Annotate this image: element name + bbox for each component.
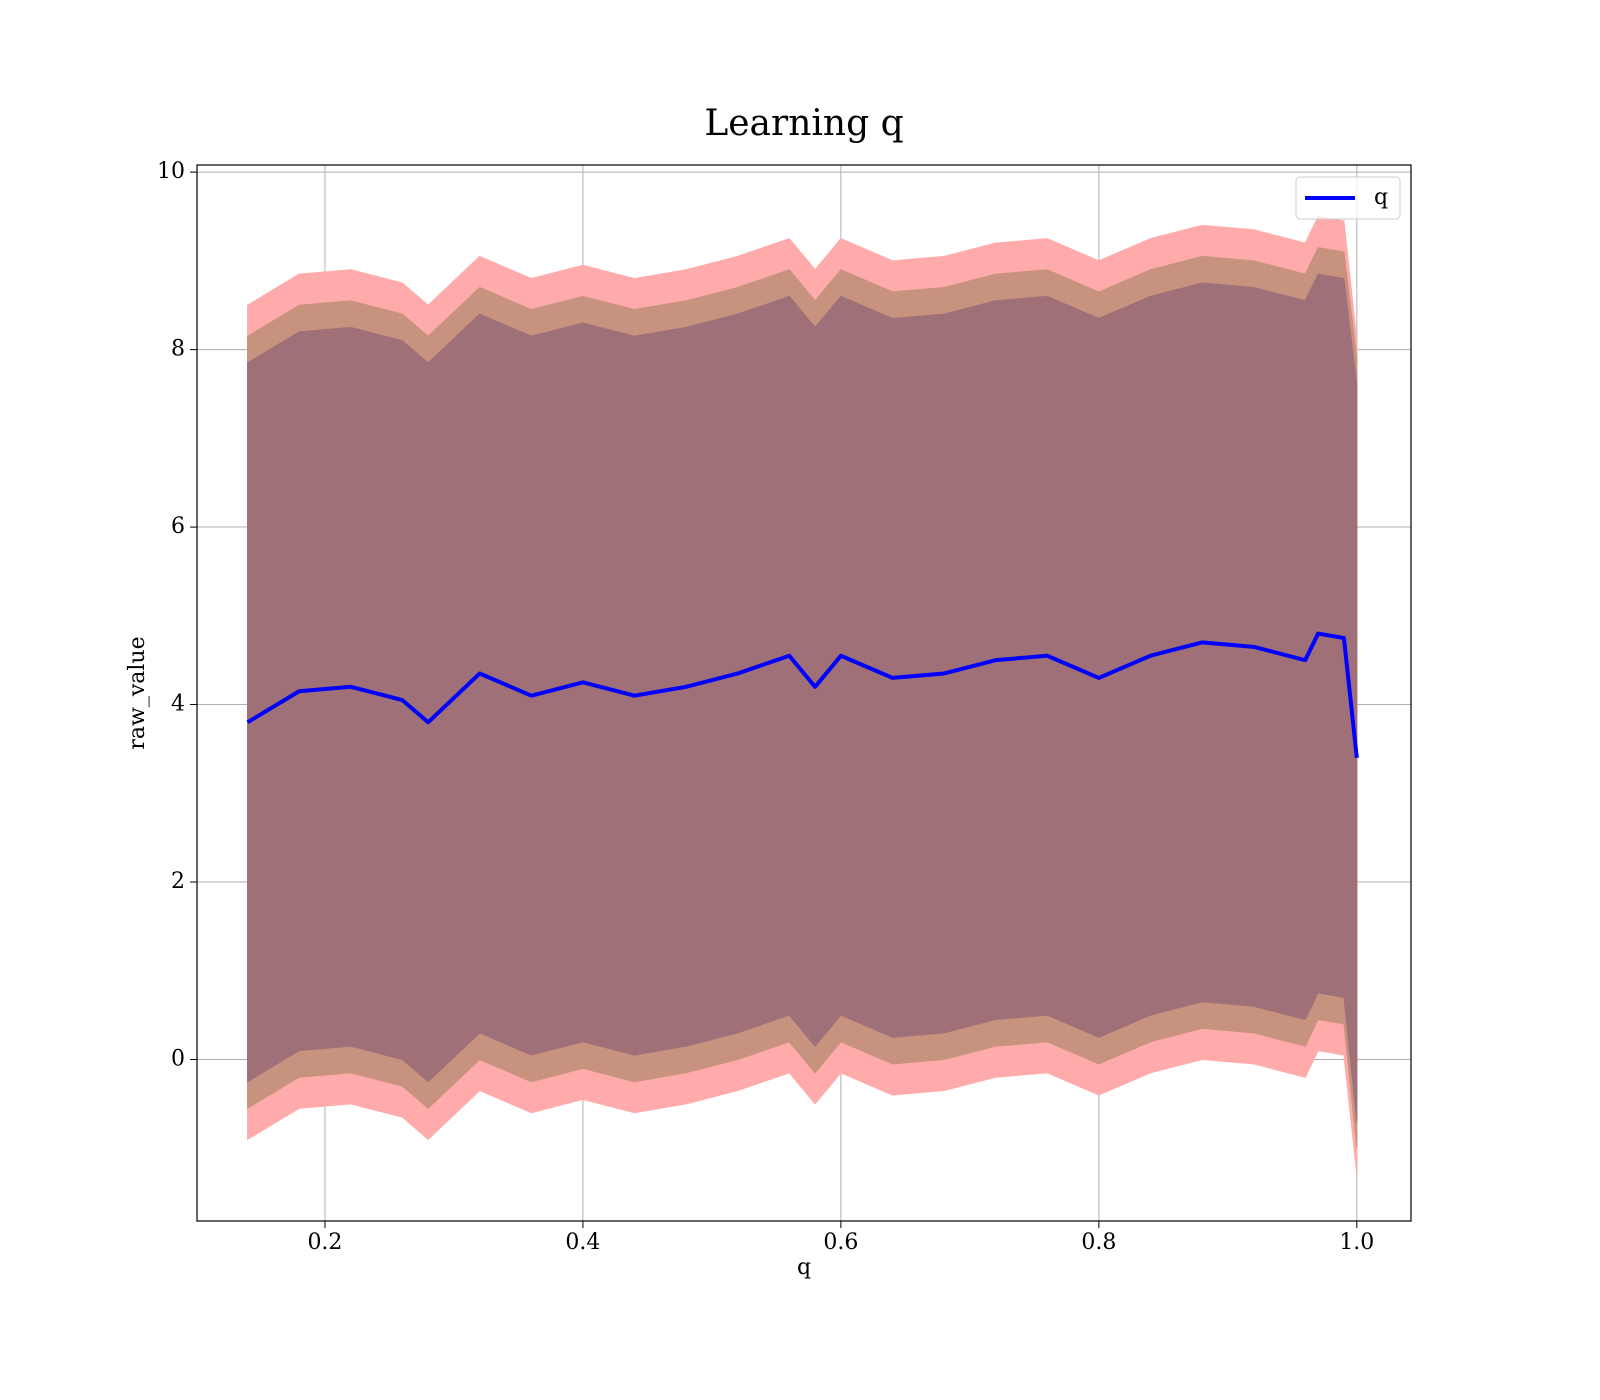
y-tick-label: 6 xyxy=(171,514,185,539)
band xyxy=(247,273,1358,1122)
y-tick-label: 4 xyxy=(171,692,185,717)
x-axis-label: q xyxy=(797,1255,811,1280)
y-axis-label: raw_value xyxy=(125,636,150,749)
plot-frame xyxy=(196,164,1412,1222)
x-tick-label: 0.2 xyxy=(307,1230,342,1255)
x-tick-label: 0.4 xyxy=(565,1230,600,1255)
y-tick-label: 10 xyxy=(157,159,185,184)
chart-title: Learning q xyxy=(704,103,903,144)
y-tick-label: 8 xyxy=(171,337,185,362)
x-tick-label: 0.6 xyxy=(823,1230,858,1255)
y-tick-label: 2 xyxy=(171,869,185,894)
legend-label: q xyxy=(1374,185,1388,210)
y-tick-label: 0 xyxy=(171,1046,185,1071)
line xyxy=(246,631,1359,758)
x-tick-label: 0.8 xyxy=(1081,1230,1116,1255)
x-tick-label: 1.0 xyxy=(1339,1230,1374,1255)
